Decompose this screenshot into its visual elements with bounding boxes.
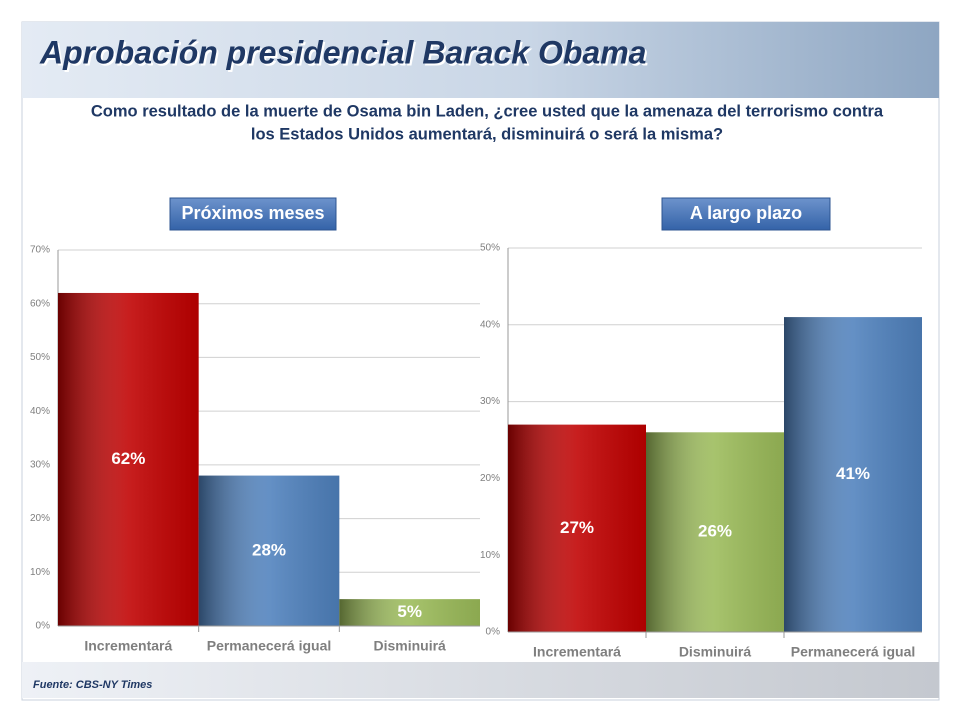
y-tick-label: 0% [486, 627, 501, 638]
value-label: 27% [560, 518, 594, 537]
header-band [22, 22, 939, 98]
source: Fuente: CBS-NY Times [33, 679, 152, 691]
question-line: los Estados Unidos aumentará, disminuirá… [251, 125, 723, 143]
bar-shade [508, 424, 646, 632]
x-tick-label: Incrementará [533, 644, 621, 660]
value-label: 5% [397, 602, 422, 621]
y-tick-label: 0% [36, 621, 51, 632]
question-line: Como resultado de la muerte de Osama bin… [91, 102, 884, 120]
value-label: 41% [836, 464, 870, 483]
y-tick-label: 60% [30, 298, 50, 309]
chart-title: Próximos meses [181, 203, 324, 223]
y-tick-label: 50% [480, 243, 500, 254]
x-tick-label: Disminuirá [679, 644, 752, 660]
y-tick-label: 30% [30, 459, 50, 470]
y-tick-label: 50% [30, 352, 50, 363]
value-label: 26% [698, 522, 732, 541]
y-tick-label: 40% [480, 319, 500, 330]
y-tick-label: 70% [30, 245, 50, 256]
y-tick-label: 20% [30, 513, 50, 524]
bar-shade [646, 432, 784, 632]
y-tick-label: 10% [480, 550, 500, 561]
bar-shade [784, 317, 922, 632]
x-tick-label: Incrementará [84, 638, 172, 654]
y-tick-label: 20% [480, 473, 500, 484]
page-title: Aprobación presidencial Barack Obama [39, 34, 646, 70]
chart-title-box [169, 197, 337, 231]
chart-title-box [661, 197, 831, 231]
x-tick-label: Disminuirá [373, 638, 446, 654]
bar-shade [198, 475, 340, 626]
value-label: 28% [252, 540, 286, 559]
value-label: 62% [111, 449, 145, 468]
title-shadow: Aprobación presidencial Barack Obama [41, 36, 648, 72]
chart-title: A largo plazo [690, 203, 802, 223]
x-tick-label: Permanecerá igual [207, 638, 332, 654]
y-tick-label: 40% [30, 406, 50, 417]
bar-shade [58, 292, 199, 626]
y-tick-label: 30% [480, 396, 500, 407]
x-tick-label: Permanecerá igual [791, 644, 916, 660]
footer-band [22, 662, 939, 698]
y-tick-label: 10% [30, 567, 50, 578]
bar-shade [339, 599, 480, 626]
